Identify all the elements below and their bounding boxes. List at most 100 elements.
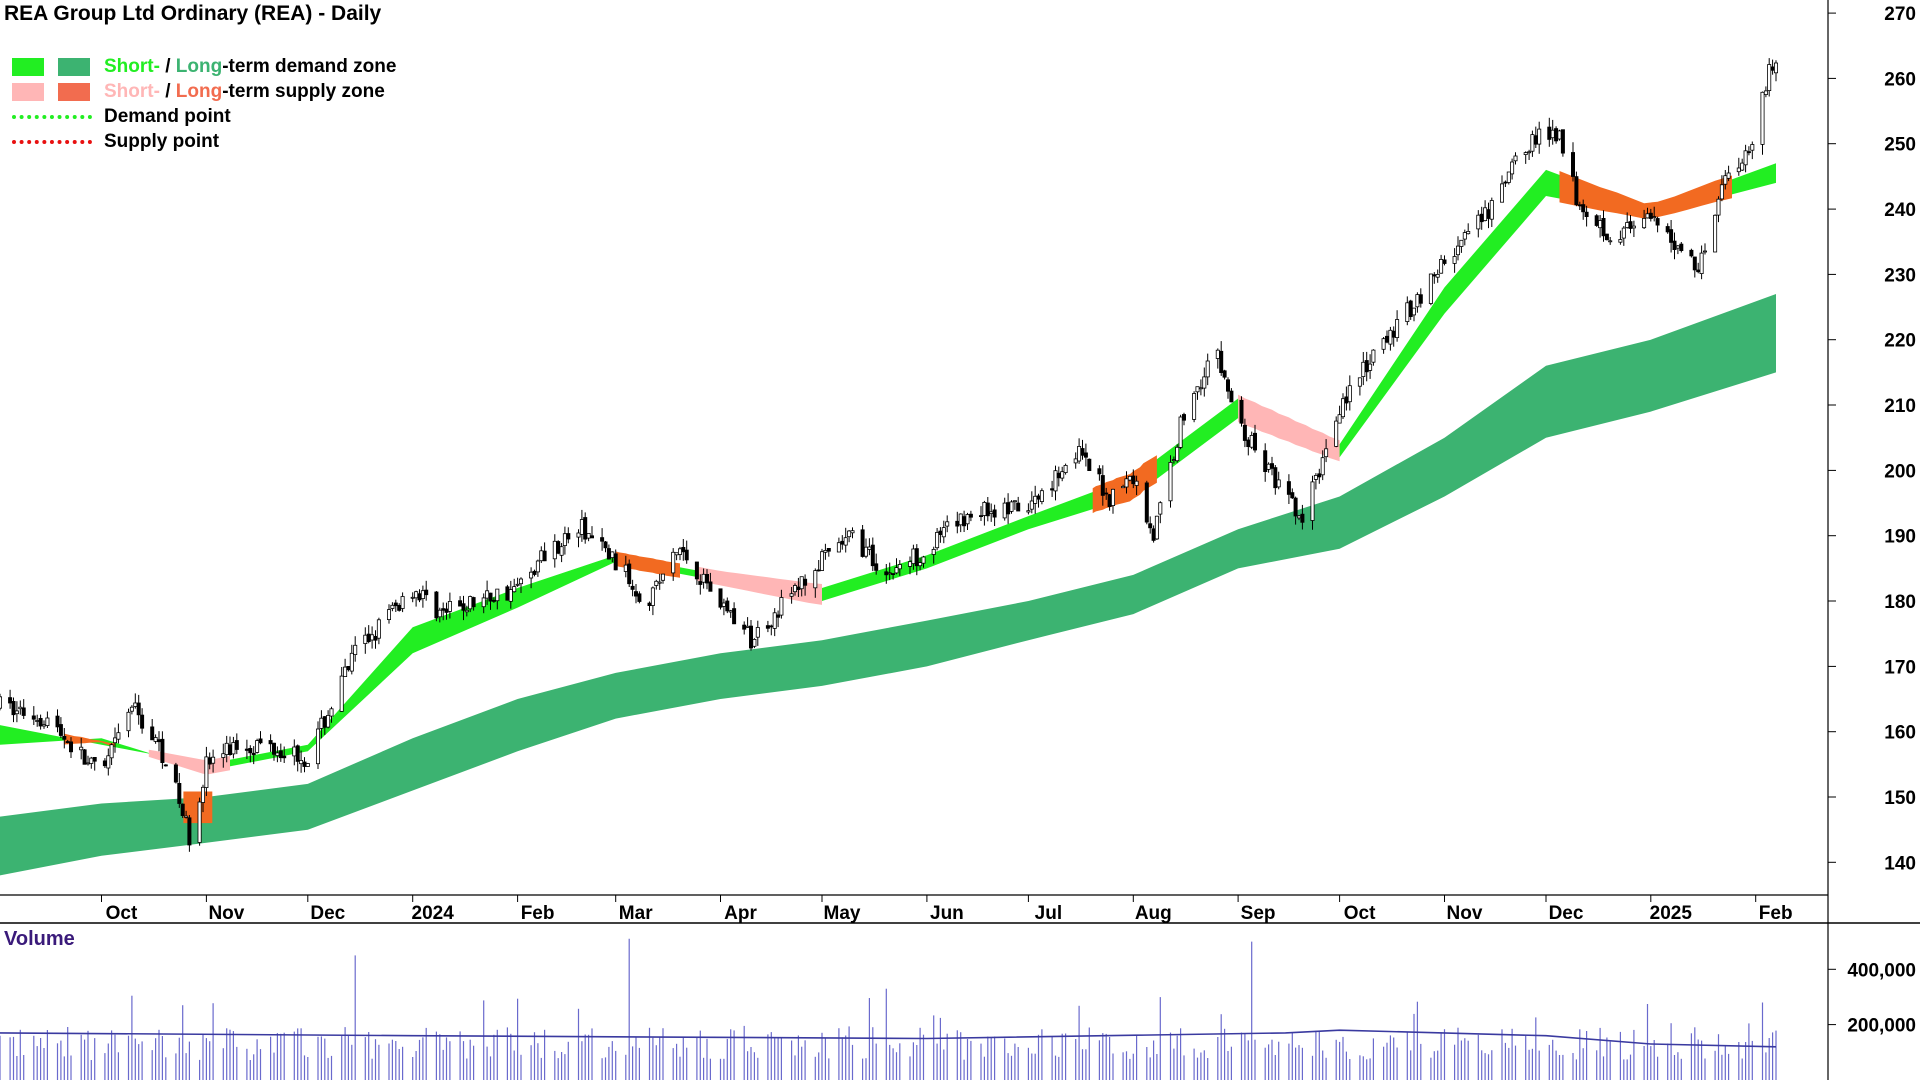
candle-body — [227, 744, 232, 755]
candle-body — [1006, 502, 1011, 515]
candle-body — [1009, 501, 1014, 512]
candle-body — [918, 562, 923, 567]
candle-body — [1320, 457, 1325, 476]
candle-body — [65, 741, 70, 744]
candle-body — [955, 520, 960, 527]
candle-body — [1594, 215, 1599, 226]
candle-body — [1182, 414, 1187, 421]
short-term-demand-zone — [0, 163, 1776, 771]
price-tick-label: 160 — [1884, 723, 1916, 744]
candle-body — [1530, 134, 1535, 152]
candle-body — [45, 717, 50, 726]
candle-body — [488, 592, 493, 602]
candle-body — [14, 710, 19, 715]
candle-body — [1415, 294, 1420, 308]
candle-body — [292, 746, 297, 757]
candle-body — [505, 586, 510, 601]
candle-body — [434, 591, 439, 619]
candle-body — [1131, 475, 1136, 485]
candle-body — [519, 578, 524, 585]
candle-body — [18, 706, 23, 710]
candle-body — [153, 737, 158, 742]
candle-body — [867, 546, 872, 550]
candle-body — [847, 530, 852, 538]
candle-body — [1178, 416, 1183, 448]
candle-body — [1077, 445, 1082, 462]
candle-body — [79, 746, 84, 751]
candle-body — [776, 614, 781, 618]
candle-body — [1168, 461, 1173, 502]
candle-body — [282, 755, 287, 759]
candle-body — [1215, 349, 1220, 359]
candle-body — [1097, 468, 1102, 475]
candle-body — [678, 548, 683, 555]
candle-body — [630, 585, 635, 590]
candle-body — [1439, 258, 1444, 274]
candle-body — [945, 521, 950, 527]
candle-body — [461, 603, 466, 611]
candle-body — [1286, 481, 1291, 495]
short-term-supply-segment — [1238, 394, 1340, 462]
candle-body — [796, 586, 801, 590]
candle-body — [1584, 211, 1589, 217]
candle-body — [437, 609, 442, 618]
candle-body — [1476, 214, 1481, 230]
candle-body — [1523, 152, 1528, 156]
price-tick-label: 230 — [1884, 265, 1916, 286]
candle-body — [1148, 523, 1153, 529]
candle-body — [1743, 150, 1748, 166]
candle-body — [1699, 252, 1704, 275]
candle-body — [140, 714, 145, 729]
candle-body — [1154, 515, 1159, 540]
candle-body — [539, 550, 544, 562]
candle-body — [745, 625, 750, 628]
candle-body — [224, 742, 229, 755]
candle-body — [884, 571, 889, 576]
candle-body — [495, 588, 500, 602]
candle-body — [1713, 214, 1718, 253]
candle-body — [204, 756, 209, 789]
time-tick-label: Oct — [1344, 903, 1376, 924]
candle-body — [989, 511, 994, 514]
legend-short-label: Short- — [104, 56, 160, 77]
price-tick-label: 170 — [1884, 657, 1916, 678]
candle-body — [671, 551, 676, 574]
candle-body — [508, 589, 513, 602]
candle-body — [1100, 475, 1105, 496]
candle-body — [1029, 500, 1034, 510]
candle-body — [864, 546, 869, 557]
candle-body — [326, 715, 331, 728]
candle-body — [1171, 459, 1176, 462]
candle-body — [1290, 492, 1295, 499]
candle-body — [1760, 91, 1765, 145]
candle-body — [1577, 204, 1582, 207]
candle-body — [1435, 273, 1440, 278]
candle-body — [42, 724, 47, 727]
candle-body — [55, 715, 60, 728]
candle-body — [870, 544, 875, 567]
candle-body — [1036, 495, 1041, 500]
candle-body — [1039, 490, 1044, 503]
candle-body — [1107, 494, 1112, 508]
time-axis-ticks: Oct Nov Dec 2024 Feb Mar Apr May Jun Jul Aug Sep Oct… — [101, 895, 1793, 924]
price-tick-label: 200 — [1884, 461, 1916, 482]
candle-body — [1134, 480, 1139, 486]
candle-body — [705, 574, 710, 584]
candle-body — [458, 600, 463, 607]
candle-body — [765, 625, 770, 629]
candle-body — [1770, 66, 1775, 71]
long-supply-swatch — [58, 83, 90, 101]
candle-body — [1483, 207, 1488, 222]
candle-body — [468, 596, 473, 610]
legend-supply-rest: -term supply zone — [222, 81, 385, 102]
legend-short-label: Short- — [104, 81, 160, 102]
candle-body — [1550, 129, 1555, 139]
candle-body — [1121, 485, 1126, 489]
candle-body — [1631, 225, 1636, 229]
candle-body — [1625, 222, 1630, 228]
candle-body — [823, 550, 828, 553]
candle-body — [529, 571, 534, 579]
candle-body — [86, 762, 91, 765]
candle-body — [1506, 171, 1511, 183]
